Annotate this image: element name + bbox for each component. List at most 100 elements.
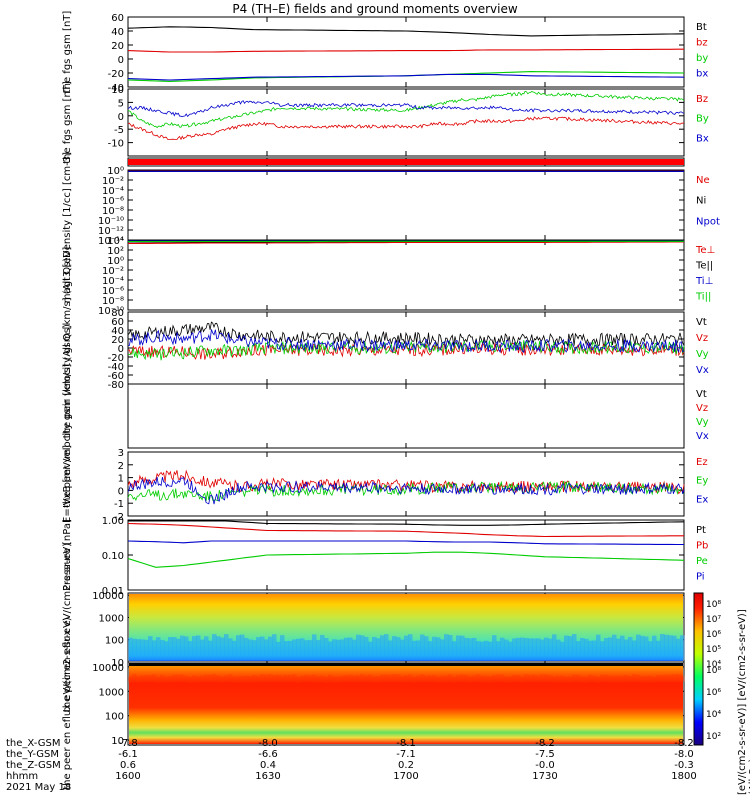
spectrogram-cell	[628, 637, 633, 660]
spectrogram-cell	[328, 674, 333, 681]
spectrogram-cell	[568, 636, 573, 660]
spectrogram-cell	[652, 676, 657, 683]
panel-frame	[127, 383, 685, 449]
spectrogram-cell	[572, 634, 577, 660]
panel-0: the fgs gsm [nT] 60 40 20 0 -20 -40 Bt bz by bx	[62, 11, 708, 94]
spectrogram-cell	[280, 675, 285, 682]
spectrogram-cell	[656, 640, 661, 660]
y-tick-label: 1000	[99, 687, 124, 698]
spectrogram-cell	[528, 675, 533, 682]
spectrogram-cell	[624, 639, 629, 660]
spectrogram-cell	[604, 674, 609, 681]
spectrogram-cell	[340, 675, 345, 682]
spectrogram-cell	[128, 676, 133, 683]
spectrogram-cell	[584, 638, 589, 660]
y-tick-label: 40	[111, 27, 124, 38]
spectrogram-cell	[472, 637, 477, 660]
spectrogram-cell	[616, 638, 621, 660]
spectrogram-cell	[332, 639, 337, 660]
spectrogram-cell	[364, 675, 369, 682]
panel-ylabel: the peir en eflux eV/(cm2-s-sr-eV)	[62, 543, 73, 712]
legend-Ez: Ez	[696, 457, 708, 468]
spectrogram-cell	[388, 674, 393, 681]
spectrogram-cell	[656, 675, 661, 682]
colorbar-tick-label: 10⁴	[706, 710, 721, 720]
spectrogram-cell	[200, 675, 205, 682]
y-tick-label: 80	[111, 308, 124, 319]
spectrogram-cell	[440, 675, 445, 682]
series-line-Bx	[127, 100, 685, 118]
spectrogram-cell	[520, 676, 525, 683]
spectrogram-cell	[664, 674, 669, 681]
spectrogram-cell	[200, 639, 205, 660]
spectrogram-cell	[188, 676, 193, 683]
footer-value: 1800	[671, 771, 697, 782]
legend-Te||: Te||	[695, 261, 713, 272]
spectrogram-cell	[424, 675, 429, 682]
spectrogram-cell	[548, 638, 553, 660]
spectrogram-cell	[568, 676, 573, 683]
spectrogram-cell	[580, 637, 585, 660]
spectrogram-cell	[372, 636, 377, 660]
spectrogram-cell	[192, 636, 197, 660]
spectrogram-cell	[508, 676, 513, 683]
fill-flag	[129, 663, 683, 666]
panel-ylabel: the fgs gsm [nT]	[62, 81, 73, 164]
legend-Pb: Pb	[696, 541, 708, 552]
spectrogram-cell	[196, 676, 201, 683]
spectrogram-cell	[248, 639, 253, 660]
y-tick-label: 10⁰	[107, 256, 124, 267]
spectrogram-cell	[612, 634, 617, 660]
spectrogram-cell	[376, 676, 381, 683]
y-tick-label: -80	[108, 380, 124, 391]
spectrogram-cell	[312, 674, 317, 681]
y-tick-label: 0	[118, 486, 124, 497]
spectrogram-cell	[260, 674, 265, 681]
y-tick-label: 10⁻¹²	[98, 226, 124, 237]
spectrogram-cell	[396, 637, 401, 660]
y-tick-label: 10	[111, 658, 124, 669]
series-line-Te⊥	[128, 241, 684, 245]
spectrogram-cell	[412, 640, 417, 660]
spectrogram-cell	[148, 674, 153, 681]
spectrogram-cell	[292, 639, 297, 660]
spectrogram-cell	[220, 637, 225, 660]
colorbar-tick-label: 10⁴	[706, 660, 721, 670]
spectrogram-cell	[232, 640, 237, 660]
panel-frame	[127, 239, 685, 311]
spectrogram-cell	[172, 674, 177, 681]
spectrogram-cell	[304, 640, 309, 660]
spectrogram-cell	[372, 676, 377, 683]
spectrogram-cell	[420, 674, 425, 681]
y-tick-label: 10⁻⁶	[102, 196, 124, 207]
footer-value: -8.1	[396, 738, 416, 749]
spectrogram-cell	[168, 637, 173, 660]
y-tick-label: 20	[111, 335, 124, 346]
panel-10: the peer en eflux eV/(cm2-s-sr-eV) 100001…	[62, 617, 685, 790]
spectrogram-cell	[536, 675, 541, 682]
spectrogram-cell	[484, 676, 489, 683]
spectrogram-cell	[500, 674, 505, 681]
y-tick-label: 0.10	[102, 551, 124, 562]
spectrogram-cell	[632, 674, 637, 681]
footer-value: -8.0	[258, 738, 278, 749]
panel-ylabel: the peer velocity gsm [km/s] (All Qs)	[62, 324, 73, 508]
y-tick-label: 10	[111, 85, 124, 96]
spectrogram-cell	[348, 674, 353, 681]
spectrogram-cell	[280, 635, 285, 660]
spectrogram-cell	[592, 640, 597, 660]
spectrogram-cell	[456, 675, 461, 682]
spectrogram-cell	[232, 676, 237, 683]
panel-ylabel: Density [1/cc] [cm-3]	[62, 152, 73, 258]
y-tick-label: -60	[108, 371, 124, 382]
spectrogram-cell	[180, 674, 185, 681]
spectrogram-cell	[224, 675, 229, 682]
y-tick-label: 0	[118, 55, 124, 66]
spectrogram-cell	[596, 634, 601, 660]
legend-by: by	[696, 53, 708, 64]
footer-row-labels: the_X-GSM the_Y-GSM the_Z-GSM hhmm 2021 …	[6, 738, 71, 793]
spectrogram-cell	[276, 641, 281, 660]
spectrogram-cell	[504, 639, 509, 660]
footer-value: -8.0	[674, 749, 694, 760]
spectrogram-cell	[532, 674, 537, 681]
